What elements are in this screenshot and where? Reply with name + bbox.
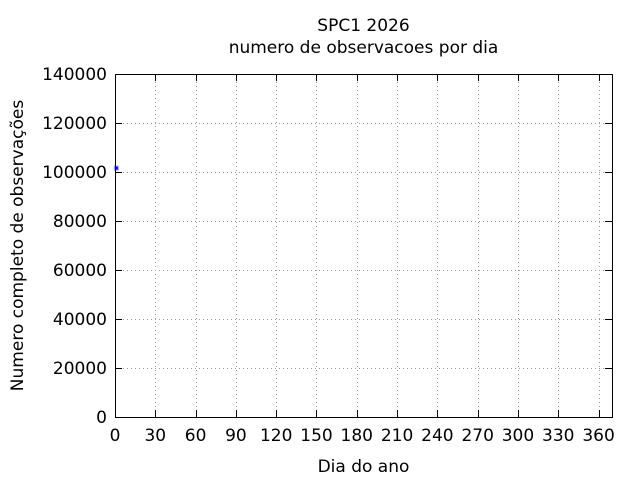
x-tick-label: 300 (502, 426, 534, 446)
x-tick-label: 60 (185, 426, 207, 446)
data-point (114, 166, 118, 170)
x-tick-label: 120 (260, 426, 292, 446)
y-tick-label: 100000 (42, 163, 107, 183)
chart-title: SPC1 2026 (317, 16, 409, 36)
y-tick-label: 80000 (53, 212, 107, 232)
grid-lines (115, 74, 612, 417)
x-tick-label: 30 (144, 426, 166, 446)
plot-border-rect (115, 74, 613, 418)
x-tick-label: 360 (582, 426, 614, 446)
x-tick-label: 150 (300, 426, 332, 446)
y-tick-label: 120000 (42, 114, 107, 134)
plot-border (115, 74, 613, 418)
x-tick-label: 240 (421, 426, 453, 446)
chart-subtitle: numero de observacoes por dia (229, 38, 499, 58)
y-tick-label: 20000 (53, 359, 107, 379)
x-tick-label: 180 (341, 426, 373, 446)
y-tick-labels: 0 20000 40000 60000 80000 100000 120000 140000 (42, 65, 107, 428)
x-axis-label: Dia do ano (318, 457, 410, 477)
y-tick-label: 140000 (42, 65, 107, 85)
y-tick-label: 0 (96, 408, 107, 428)
y-tick-label: 40000 (53, 310, 107, 330)
y-tick-label: 60000 (53, 261, 107, 281)
x-tick-label: 330 (542, 426, 574, 446)
axis-ticks (115, 74, 612, 418)
data-points (113, 165, 119, 171)
x-tick-label: 270 (461, 426, 493, 446)
x-tick-label: 210 (381, 426, 413, 446)
y-axis-label: Numero completo de observações (8, 100, 28, 392)
x-tick-label: 90 (225, 426, 247, 446)
x-tick-labels: 0 30 60 90 120 150 180 210 240 270 300 330 360 (110, 426, 615, 446)
x-tick-label: 0 (110, 426, 121, 446)
